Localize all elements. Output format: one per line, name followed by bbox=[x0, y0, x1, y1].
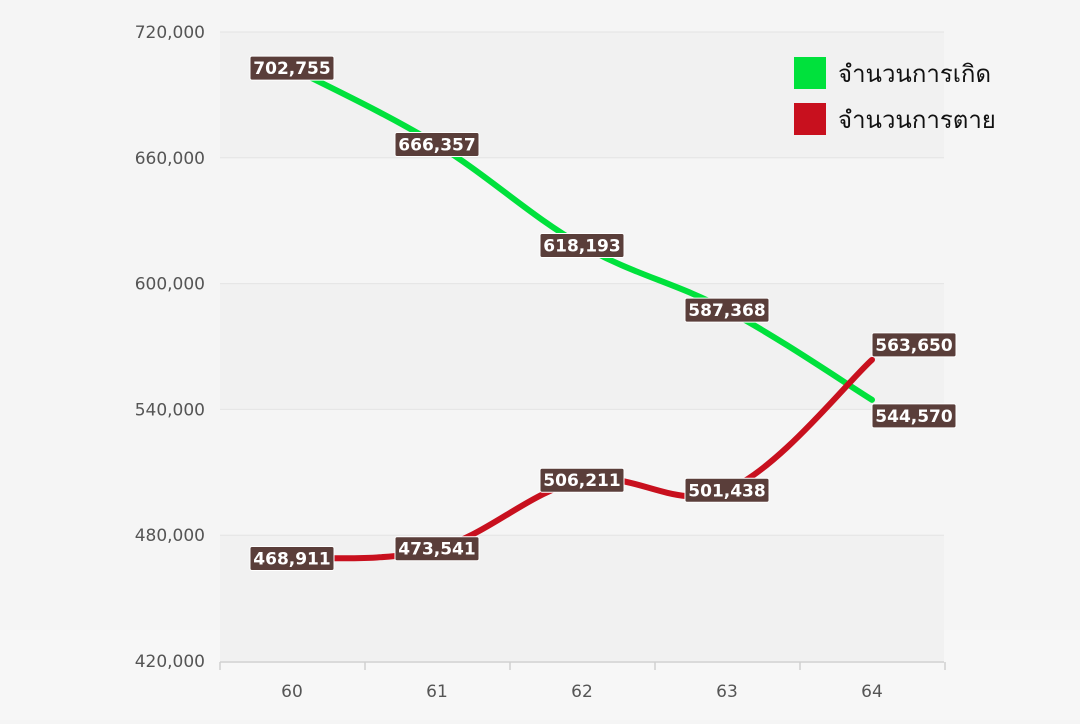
plot-band bbox=[220, 157, 944, 284]
data-label: 666,357 bbox=[394, 131, 480, 157]
data-label: 544,570 bbox=[871, 403, 957, 429]
x-tick-label: 62 bbox=[571, 682, 593, 702]
y-tick-label: 660,000 bbox=[135, 149, 205, 169]
data-label-box bbox=[249, 545, 335, 571]
data-label-text: 501,438 bbox=[688, 481, 765, 501]
data-label-box bbox=[684, 297, 770, 323]
legend: จำนวนการเกิดจำนวนการตาย bbox=[794, 57, 996, 135]
legend-label-0: จำนวนการเกิด bbox=[838, 60, 991, 88]
data-label-text: 666,357 bbox=[398, 135, 475, 155]
y-tick-label: 600,000 bbox=[135, 275, 205, 295]
x-tick-label: 64 bbox=[861, 682, 883, 702]
data-label-text: 618,193 bbox=[543, 236, 620, 256]
y-axis: 420,000 480,000 540,000 600,000 660,000 720,0… bbox=[135, 23, 205, 672]
legend-swatch-1 bbox=[794, 103, 826, 135]
plot-band bbox=[220, 32, 944, 158]
x-tick-label: 61 bbox=[426, 682, 448, 702]
data-label: 473,541 bbox=[394, 536, 480, 562]
data-label-text: 473,541 bbox=[398, 540, 475, 560]
y-tick-label: 480,000 bbox=[135, 526, 205, 546]
x-axis: 60 61 62 63 64 bbox=[219, 661, 946, 702]
data-label-text: 563,650 bbox=[875, 336, 953, 356]
data-label-box bbox=[394, 131, 480, 157]
x-tick-label: 63 bbox=[716, 682, 738, 702]
y-tick-label: 540,000 bbox=[135, 400, 205, 420]
plot-bands bbox=[220, 32, 944, 661]
legend-label-1: จำนวนการตาย bbox=[838, 106, 996, 134]
data-label-box bbox=[871, 332, 957, 358]
data-label-text: 544,570 bbox=[875, 407, 953, 427]
legend-swatch-0 bbox=[794, 57, 826, 89]
data-label-text: 506,211 bbox=[543, 471, 620, 491]
plot-band bbox=[220, 283, 944, 410]
x-tick-label: 60 bbox=[281, 682, 303, 702]
data-label-box bbox=[249, 55, 335, 81]
data-label-text: 587,368 bbox=[688, 301, 765, 321]
grid-lines bbox=[220, 31, 944, 536]
data-label-box bbox=[539, 232, 625, 258]
data-label-box bbox=[871, 403, 957, 429]
data-label-box bbox=[394, 536, 480, 562]
y-tick-label: 720,000 bbox=[135, 23, 205, 43]
y-tick-label: 420,000 bbox=[135, 652, 205, 672]
data-label: 587,368 bbox=[684, 297, 770, 323]
data-label-text: 468,911 bbox=[253, 549, 330, 569]
data-label: 563,650 bbox=[871, 332, 957, 358]
data-label: 618,193 bbox=[539, 232, 625, 258]
data-label: 506,211 bbox=[539, 467, 625, 493]
data-label-box bbox=[539, 467, 625, 493]
data-labels: 702,755 666,357 618,193 587,368 544,570 468,9… bbox=[249, 55, 957, 571]
data-label-text: 702,755 bbox=[253, 59, 330, 79]
data-label: 702,755 bbox=[249, 55, 335, 81]
data-label: 468,911 bbox=[249, 545, 335, 571]
data-label: 501,438 bbox=[684, 477, 770, 503]
data-label-box bbox=[684, 477, 770, 503]
